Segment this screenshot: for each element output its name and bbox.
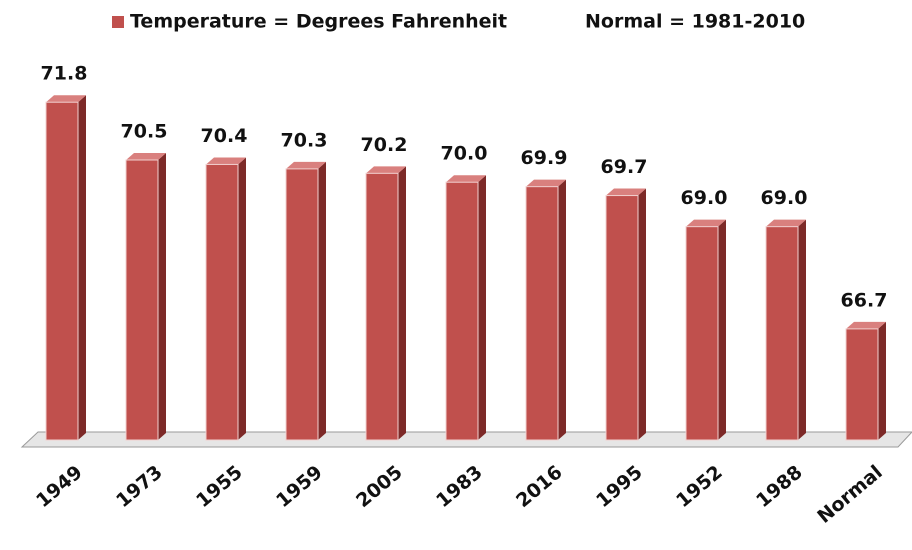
bar-top — [206, 157, 246, 165]
bar — [445, 181, 479, 441]
data-label: 70.4 — [201, 125, 248, 147]
x-tick-label: 1973 — [112, 461, 167, 512]
x-tick-label: 2016 — [512, 461, 567, 512]
x-tick-label: 1959 — [272, 461, 327, 512]
bar-side — [238, 157, 246, 440]
bar — [285, 168, 319, 441]
bar — [365, 172, 399, 441]
x-tick-label: Normal — [813, 461, 886, 528]
x-tick-label: 1988 — [752, 461, 807, 512]
data-label: 70.5 — [121, 121, 168, 143]
x-tick-label: 1949 — [32, 461, 87, 512]
bar-top — [766, 219, 806, 227]
x-tick-label: 1983 — [432, 461, 487, 512]
bar-side — [558, 179, 566, 440]
bar-side — [478, 175, 486, 440]
bar-top — [526, 179, 566, 187]
x-tick-label: 1995 — [592, 461, 647, 512]
bar-side — [398, 166, 406, 441]
bar — [525, 186, 559, 441]
bar-top — [446, 175, 486, 183]
data-label: 66.7 — [841, 289, 888, 311]
bar-side — [78, 95, 86, 440]
x-tick-label: 1952 — [672, 461, 727, 512]
bar — [765, 226, 799, 441]
legend-swatch — [112, 16, 124, 28]
bar — [605, 195, 639, 441]
bar-top — [606, 188, 646, 196]
data-label: 69.0 — [761, 187, 808, 209]
data-label: 69.0 — [681, 187, 728, 209]
bar — [205, 163, 239, 441]
bar-side — [638, 188, 646, 440]
legend-label: Temperature = Degrees Fahrenheit — [130, 11, 507, 33]
data-label: 69.7 — [601, 156, 648, 178]
bar — [845, 328, 879, 441]
x-tick-label: 1955 — [192, 461, 247, 512]
data-label: 70.2 — [361, 134, 408, 156]
bar-side — [878, 321, 886, 440]
bar-top — [286, 161, 326, 169]
x-tick-label: 2005 — [352, 461, 407, 512]
bar — [685, 226, 719, 441]
bar-top — [126, 153, 166, 160]
bar-top — [46, 95, 86, 103]
annotation: Normal = 1981-2010 — [585, 11, 805, 33]
bar-side — [718, 219, 726, 440]
data-label: 71.8 — [41, 63, 88, 85]
bar-side — [158, 153, 166, 440]
bar-top — [686, 219, 726, 227]
data-label: 70.0 — [441, 143, 488, 165]
data-label: 70.3 — [281, 129, 328, 151]
data-label: 69.9 — [521, 147, 568, 169]
bar-side — [318, 161, 326, 440]
bar — [45, 101, 79, 441]
bar-side — [798, 219, 806, 440]
bar — [125, 159, 159, 441]
bar-top — [366, 166, 406, 174]
bar-top — [846, 321, 886, 329]
